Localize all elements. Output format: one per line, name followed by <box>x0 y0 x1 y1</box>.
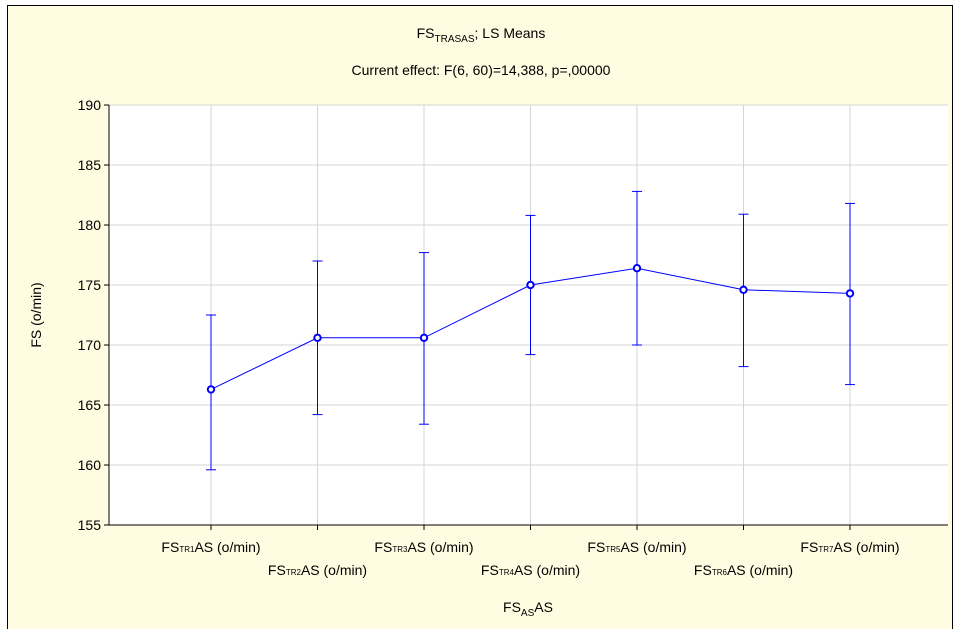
data-point <box>419 333 429 342</box>
y-tick-label: 175 <box>78 277 102 293</box>
chart-title-main: FS <box>417 25 435 41</box>
x-tick-label: FSTR7AS (o/min) <box>800 539 899 555</box>
data-point <box>526 280 535 290</box>
chart: FSTRASAS; LS Means Current effect: F(6, … <box>28 25 948 619</box>
chart-title-sub: TRASAS <box>435 34 475 45</box>
y-axis-label: FS (o/min) <box>28 282 44 347</box>
y-axis-ticks: 155 160 165 170 175 180 185 190 <box>78 97 109 533</box>
x-tick-label-base: FS <box>161 539 179 555</box>
x-tick-label-rest: AS (o/min) <box>407 539 473 555</box>
x-tick-label: FSTR5AS (o/min) <box>587 539 686 555</box>
x-tick-label-rest: AS (o/min) <box>620 539 686 555</box>
x-tick-label-rest: AS (o/min) <box>514 562 580 578</box>
data-point <box>632 264 642 273</box>
x-tick-label: FSTR6AS (o/min) <box>694 562 793 578</box>
data-point <box>845 289 855 298</box>
x-axis-label-sub: AS <box>521 608 535 619</box>
x-tick-label-rest: AS (o/min) <box>194 539 260 555</box>
series-layer <box>206 190 855 471</box>
x-tick-label: FSTR4AS (o/min) <box>481 562 580 578</box>
x-tick-label-base: FS <box>587 539 605 555</box>
x-axis-label-rest: AS <box>534 599 553 615</box>
chart-subtitle: Current effect: F(6, 60)=14,388, p=,0000… <box>352 62 611 78</box>
x-tick-label-sub: TR7 <box>818 545 834 554</box>
x-tick-label-base: FS <box>481 562 499 578</box>
x-tick-label-sub: TR4 <box>499 568 515 577</box>
chart-frame: FSTRASAS; LS Means Current effect: F(6, … <box>7 5 953 629</box>
chart-title: FSTRASAS; LS Means <box>417 25 546 45</box>
x-tick-label: FSTR1AS (o/min) <box>161 539 260 555</box>
x-tick-label-sub: TR3 <box>392 545 408 554</box>
y-tick-label: 155 <box>78 517 102 533</box>
y-tick-label: 180 <box>78 217 102 233</box>
y-tick-label: 160 <box>78 457 102 473</box>
x-tick-label-base: FS <box>694 562 712 578</box>
y-tick-label: 165 <box>78 397 102 413</box>
data-point <box>206 385 216 394</box>
x-tick-label-sub: TR1 <box>179 545 195 554</box>
x-tick-label-rest: AS (o/min) <box>727 562 793 578</box>
y-tick-label: 185 <box>78 157 102 173</box>
y-tick-label: 190 <box>78 97 102 113</box>
plot-area <box>109 105 948 525</box>
x-tick-label-base: FS <box>268 562 286 578</box>
x-axis-label-main: FS <box>503 599 521 615</box>
x-tick-label-sub: TR6 <box>712 568 728 577</box>
x-tick-label-rest: AS (o/min) <box>833 539 899 555</box>
x-tick-label: FSTR3AS (o/min) <box>374 539 473 555</box>
x-tick-label-base: FS <box>800 539 818 555</box>
y-tick-label: 170 <box>78 337 102 353</box>
x-tick-label-rest: AS (o/min) <box>301 562 367 578</box>
data-point <box>739 285 748 294</box>
x-tick-label-sub: TR5 <box>605 545 621 554</box>
chart-title-rest: ; LS Means <box>475 25 546 41</box>
x-axis-label: FSASAS <box>503 599 553 619</box>
x-tick-label-base: FS <box>374 539 392 555</box>
x-tick-label: FSTR2AS (o/min) <box>268 562 367 578</box>
x-axis-ticks: FSTR1AS (o/min)FSTR2AS (o/min)FSTR3AS (o… <box>161 525 900 578</box>
data-point <box>313 333 322 342</box>
x-tick-label-sub: TR2 <box>286 568 302 577</box>
